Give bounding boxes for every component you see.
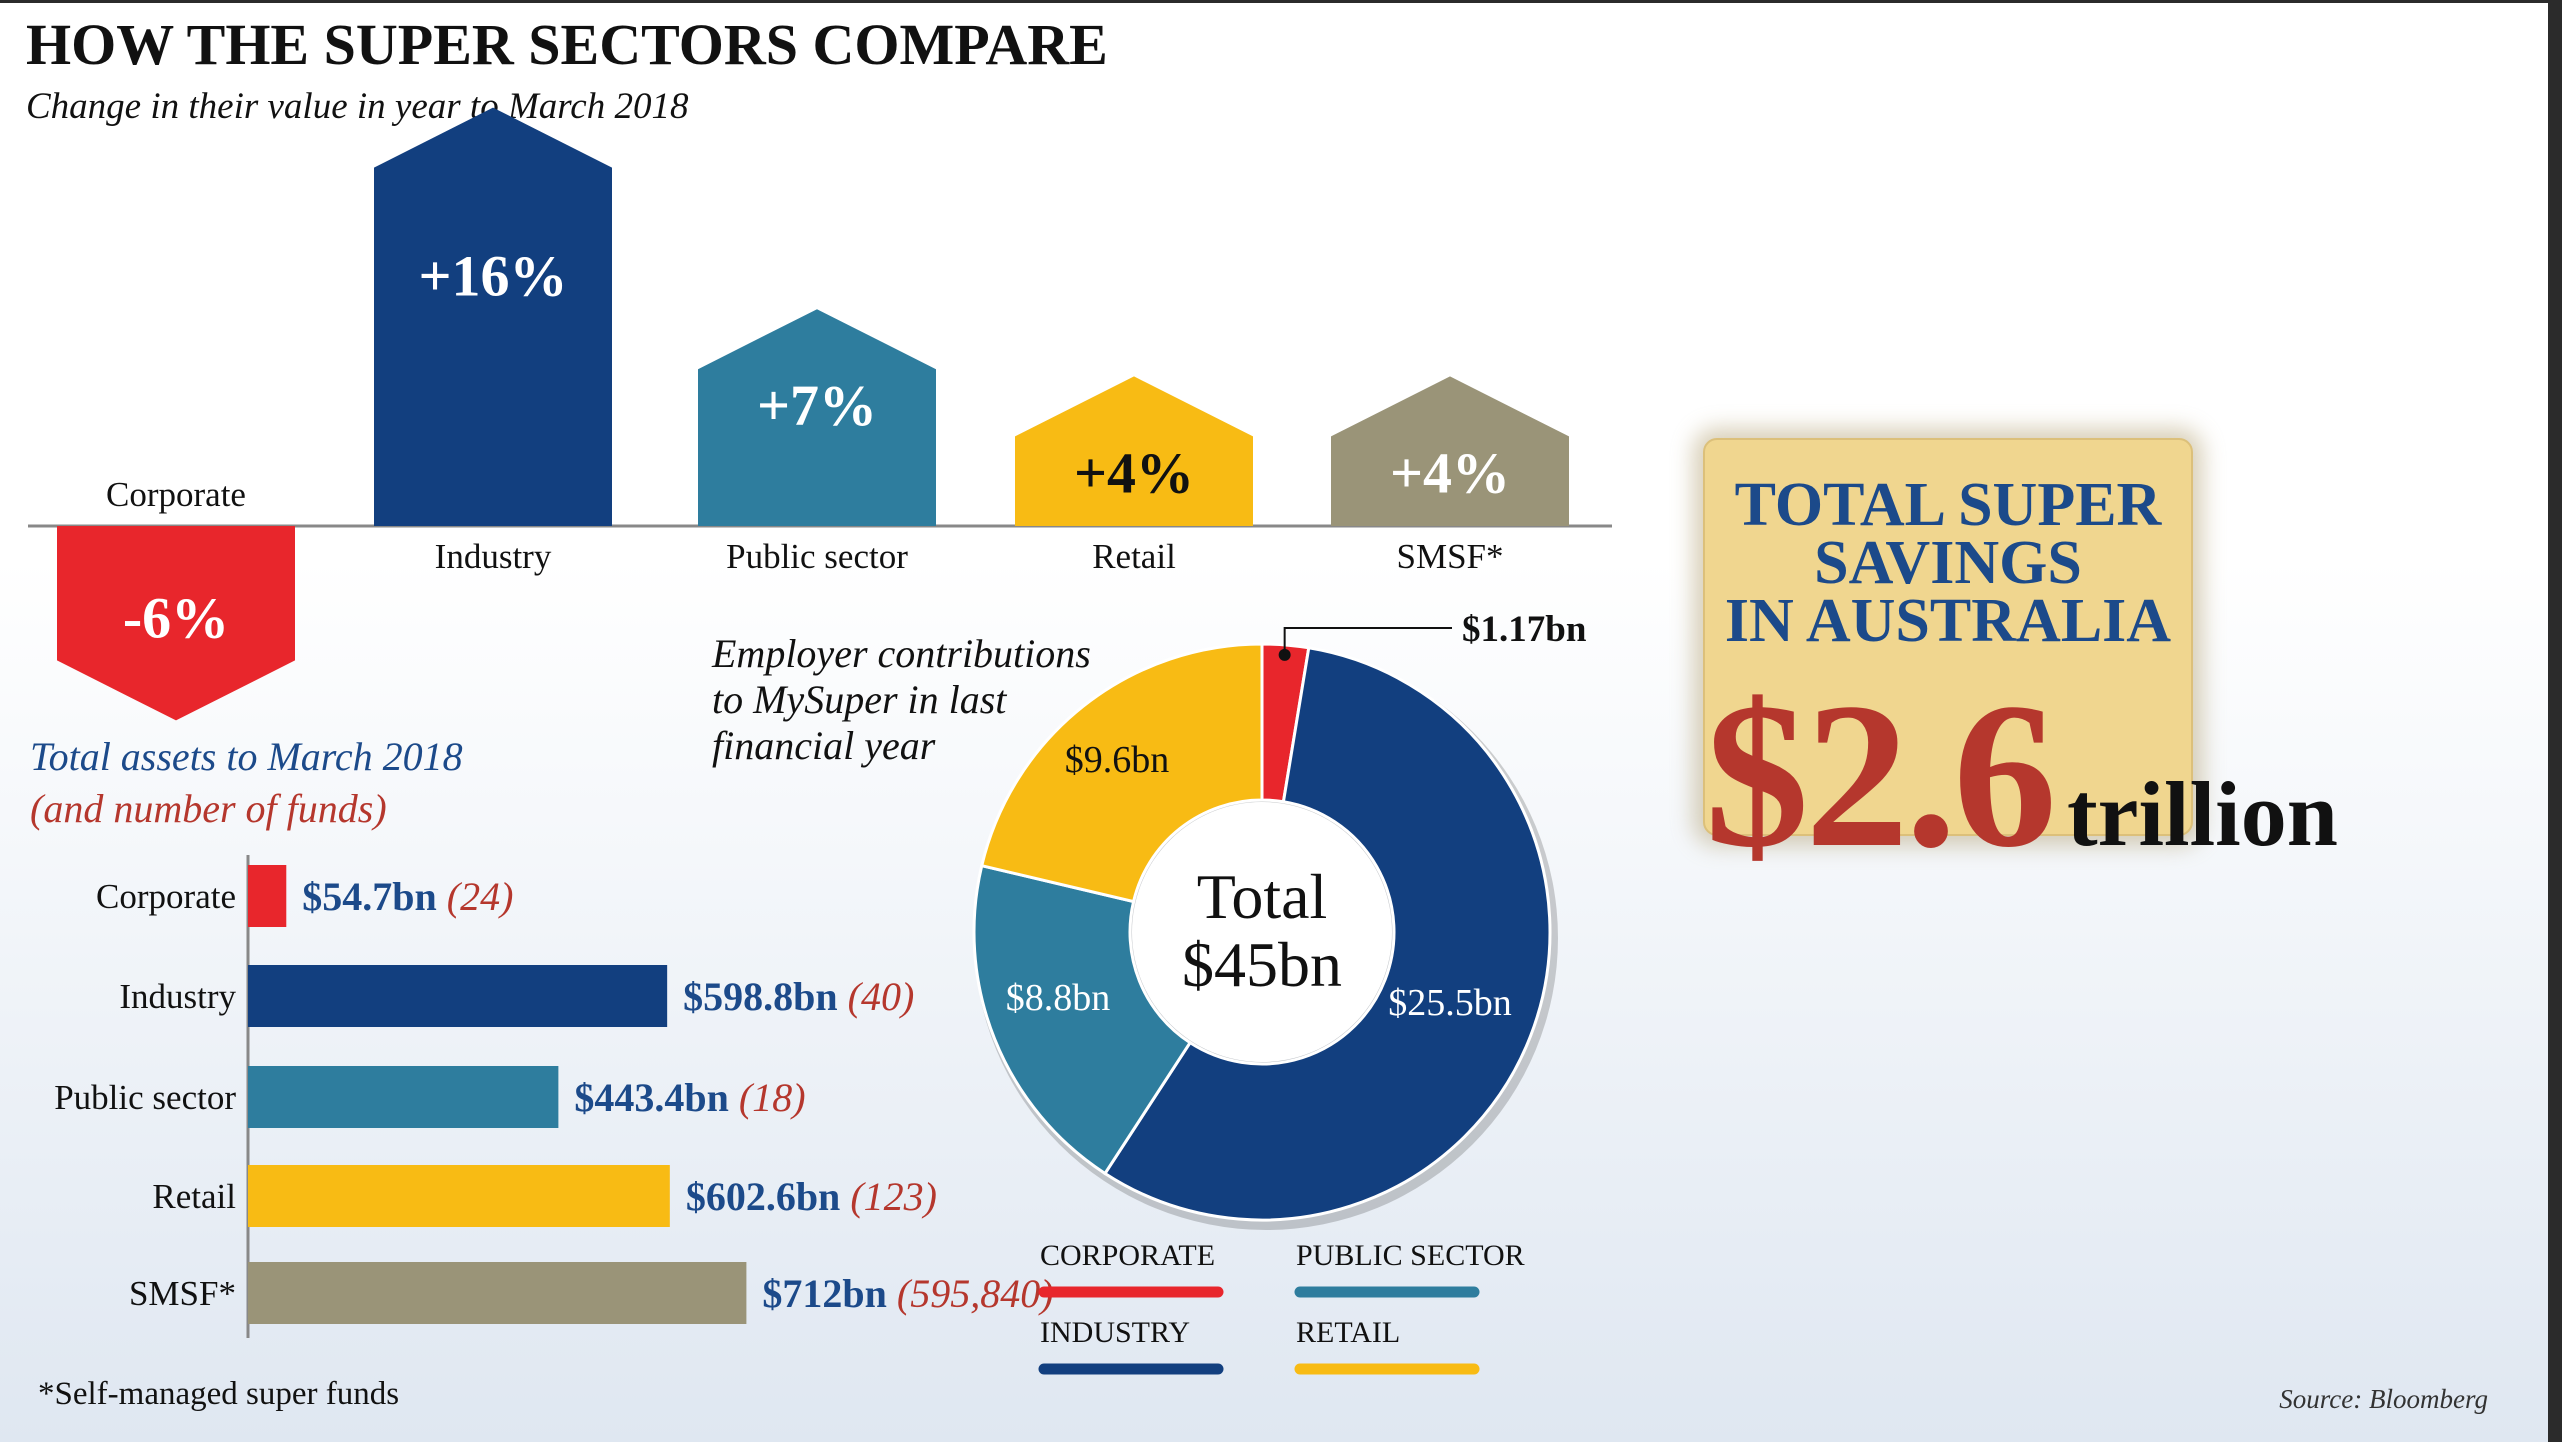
change-bar-industry (374, 107, 612, 526)
assets-chart-subtitle: (and number of funds) (30, 786, 387, 831)
assets-category-label-smsf: SMSF* (129, 1274, 236, 1313)
total-savings-title: TOTAL SUPER SAVINGS IN AUSTRALIA (1705, 471, 2191, 655)
assets-bar-retail (248, 1165, 670, 1227)
assets-fund-count-public-sector: (18) (739, 1075, 806, 1120)
total-savings-amount: $2.6 trillion (1705, 656, 2338, 895)
total-savings-title-line2: IN AUSTRALIA (1724, 587, 2172, 655)
assets-bar-public-sector (248, 1066, 559, 1128)
assets-bar-smsf (248, 1262, 747, 1324)
change-chart: -6% Corporate +16% Industry +7% Public sector… (28, 107, 1612, 721)
change-value-label-retail: +4% (1074, 440, 1194, 505)
change-value-label-smsf: +4% (1390, 440, 1510, 505)
donut-label-corporate: $1.17bn (1462, 609, 1587, 650)
frame-top-border (0, 0, 2562, 3)
donut-center (1132, 802, 1392, 1062)
assets-chart-title: Total assets to March 2018 (30, 734, 463, 779)
donut-label-industry: $25.5bn (1388, 982, 1512, 1024)
assets-value-label-public-sector: $443.4bn (18) (574, 1075, 805, 1120)
change-value-label-corporate: -6% (123, 585, 229, 650)
donut-center-label-line-1: Total (1197, 861, 1328, 932)
legend-label-corporate: CORPORATE (1040, 1239, 1215, 1272)
change-bar-smsf (1331, 376, 1569, 526)
assets-category-label-industry: Industry (119, 977, 236, 1016)
assets-value-label-retail: $602.6bn (123) (686, 1174, 937, 1219)
change-value-label-industry: +16% (418, 244, 567, 309)
footnote: *Self-managed super funds (38, 1376, 399, 1412)
change-value-label-public-sector: +7% (757, 373, 877, 438)
assets-fund-count-smsf: (595,840) (897, 1271, 1054, 1316)
total-savings-panel: TOTAL SUPER SAVINGS IN AUSTRALIA $2.6 tri… (1703, 438, 2338, 890)
page-title: HOW THE SUPER SECTORS COMPARE (26, 12, 1108, 77)
assets-fund-count-industry: (40) (848, 974, 915, 1019)
page-subtitle: Change in their value in year to March 2… (26, 86, 689, 127)
donut-slice-industry (1102, 646, 1552, 1222)
assets-value-label-industry: $598.8bn (40) (683, 974, 914, 1019)
total-savings-title-line1: TOTAL SUPER SAVINGS (1734, 471, 2162, 597)
assets-fund-count-corporate: (24) (447, 874, 514, 919)
contributions-title-line-2: to MySuper in last (712, 677, 1007, 722)
source-note: Source: Bloomberg (2279, 1384, 2488, 1414)
legend-label-industry: INDUSTRY (1040, 1316, 1190, 1349)
assets-chart: Total assets to March 2018 (and number of… (30, 734, 1054, 1338)
assets-category-label-corporate: Corporate (96, 877, 236, 916)
change-category-label-retail: Retail (1092, 537, 1176, 576)
assets-value-public-sector: $443.4bn (574, 1075, 739, 1120)
assets-value-retail: $602.6bn (686, 1174, 851, 1219)
assets-value-smsf: $712bn (762, 1271, 897, 1316)
donut-label-retail: $9.6bn (1065, 739, 1170, 781)
change-category-label-smsf: SMSF* (1396, 537, 1503, 576)
contributions-title-line-3: financial year (712, 723, 936, 768)
change-bar-corporate (57, 526, 295, 721)
assets-category-label-public-sector: Public sector (54, 1078, 236, 1117)
assets-category-label-retail: Retail (152, 1177, 236, 1216)
assets-value-label-smsf: $712bn (595,840) (762, 1271, 1053, 1316)
assets-fund-count-retail: (123) (850, 1174, 937, 1219)
donut-slice-public-sector (972, 863, 1193, 1176)
assets-value-label-corporate: $54.7bn (24) (302, 874, 513, 919)
change-bar-retail (1015, 376, 1253, 526)
donut-leader-line-corporate (1283, 627, 1452, 655)
assets-value-corporate: $54.7bn (302, 874, 447, 919)
change-bar-public-sector (698, 309, 936, 526)
contributions-title-line-1: Employer contributions (711, 631, 1091, 676)
legend-label-public-sector: PUBLIC SECTOR (1296, 1239, 1525, 1272)
change-category-label-public-sector: Public sector (726, 537, 908, 576)
donut-center-label-line-2: $45bn (1182, 929, 1342, 1000)
assets-bar-corporate (248, 865, 287, 927)
donut-slice-retail (979, 642, 1264, 904)
legend-label-retail: RETAIL (1296, 1316, 1400, 1349)
change-category-label-industry: Industry (435, 537, 552, 576)
assets-value-industry: $598.8bn (683, 974, 848, 1019)
assets-bar-industry (248, 965, 668, 1027)
frame-right-border (2548, 0, 2562, 1442)
change-category-label-corporate: Corporate (106, 475, 246, 514)
donut-label-public-sector: $8.8bn (1006, 977, 1111, 1019)
total-savings-value: $2.6 (1705, 660, 2057, 890)
total-savings-unit: trillion (2067, 763, 2338, 865)
